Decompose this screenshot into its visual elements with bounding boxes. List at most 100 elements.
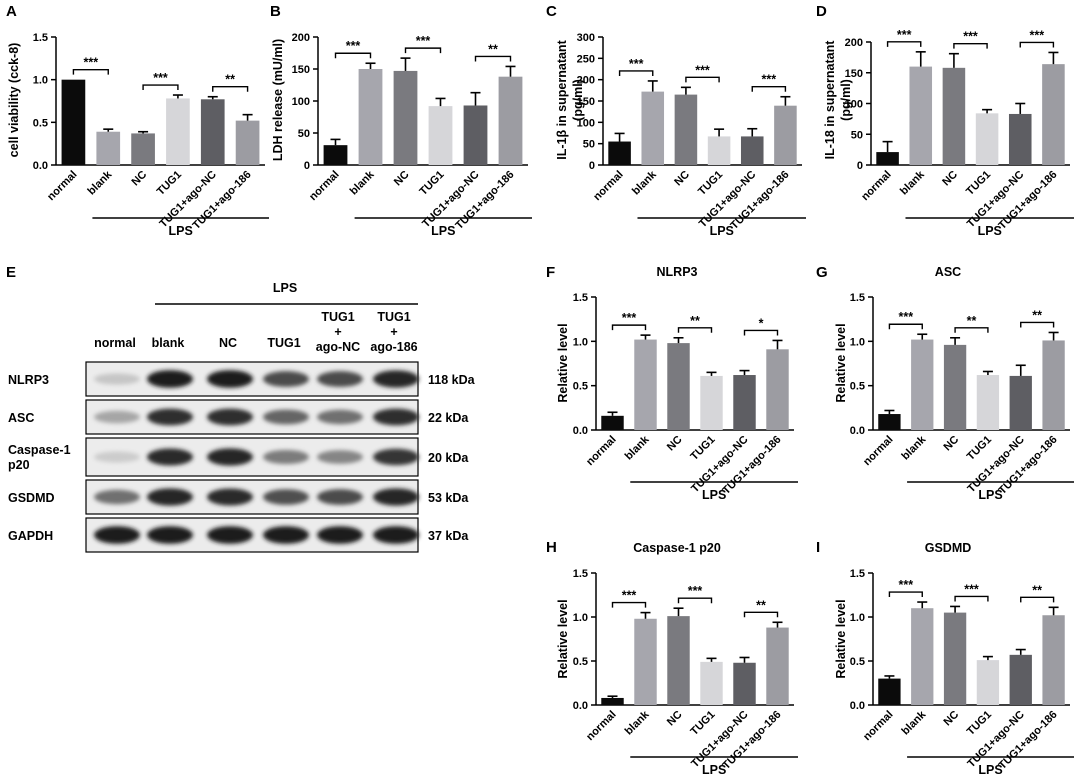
wb-band (94, 410, 140, 424)
y-axis-label-line1: IL-1β in supernatant (555, 39, 569, 159)
significance-label: ** (967, 314, 977, 328)
panel-letter-G: G (816, 264, 828, 281)
bar-normal (601, 697, 624, 705)
y-tick-label: 1.0 (573, 336, 588, 348)
bar-TUG1+ago-NC (1008, 113, 1032, 165)
chart-panel-C: C IL-1β in supernatant (pg/ml) 0 50 100 150 200… (546, 3, 806, 238)
x-tick-label: TUG1+ago-186 (720, 434, 783, 497)
significance-bracket (212, 86, 249, 92)
x-tick-label: NC (129, 169, 149, 189)
y-tick-label: 200 (292, 32, 310, 44)
wb-band (373, 370, 419, 388)
wb-lane-label: normal (94, 336, 136, 350)
bar-TUG1+ago-NC (200, 99, 225, 165)
bar-blank (641, 91, 665, 165)
wb-lane-label: TUG1 (321, 310, 354, 324)
chart-panel-F: F Relative level NLRP3 0.0 0.5 1.0 1.5 normal bl… (546, 264, 798, 502)
bar-TUG1+ago-NC (733, 375, 756, 430)
significance-bracket (751, 86, 787, 92)
significance-bracket (1020, 321, 1055, 328)
x-tick-label: TUG1 (965, 709, 994, 738)
y-tick-label: 0.5 (850, 656, 865, 668)
x-tick-label: NC (665, 434, 685, 454)
wb-band (373, 448, 419, 466)
y-tick-label: 150 (845, 68, 863, 80)
bar-normal (876, 152, 899, 165)
y-axis-label: Relative level (556, 599, 570, 678)
significance-label: ** (488, 42, 498, 56)
significance-label: ** (225, 73, 235, 87)
y-tick-label: 1.5 (33, 32, 48, 44)
bar-blank (911, 608, 934, 705)
significance-bracket (886, 41, 922, 47)
y-tick-label: 0 (304, 160, 310, 172)
significance-label: *** (688, 584, 703, 598)
y-tick-label: 1.0 (850, 612, 865, 624)
significance-label: ** (1032, 583, 1042, 597)
y-axis-label: Relative level (556, 323, 570, 402)
significance-bracket (618, 70, 654, 76)
y-tick-label: 200 (577, 75, 595, 87)
wb-row-ASC: ASC 22 kDa (8, 399, 469, 435)
significance-bracket (1019, 41, 1055, 48)
significance-label: * (759, 316, 764, 330)
wb-row-Caspase-1 p20: Caspase-1p20 20 kDa (8, 437, 469, 477)
x-tick-label: blank (623, 433, 652, 462)
wb-protein-label: ASC (8, 411, 34, 425)
significance-label: *** (899, 310, 914, 324)
wb-band (317, 371, 363, 387)
x-tick-label: TUG1 (964, 169, 993, 198)
bar-TUG1+ago-186 (766, 349, 789, 430)
y-axis-label: Relative level (834, 599, 848, 678)
bar-normal (601, 415, 624, 430)
bar-normal (878, 678, 901, 705)
wb-band (207, 370, 253, 388)
significance-label: *** (622, 589, 637, 603)
wb-band (147, 488, 193, 506)
x-tick-label: TUG1+ago-186 (728, 169, 791, 232)
x-tick-label: TUG1 (696, 169, 725, 198)
significance-bracket (611, 324, 647, 331)
wb-band (94, 526, 140, 544)
bar-TUG1 (976, 375, 1000, 430)
wb-band (263, 526, 309, 544)
x-tick-label: blank (623, 708, 652, 737)
y-tick-label: 1.5 (850, 568, 865, 580)
y-tick-label: 0.5 (850, 381, 865, 393)
significance-bracket (953, 42, 988, 49)
wb-size-label: 37 kDa (428, 529, 469, 543)
panel-letter-F: F (546, 264, 555, 281)
wb-lane-label: NC (219, 336, 237, 350)
bar-TUG1 (700, 375, 723, 430)
x-tick-label: blank (900, 708, 929, 737)
bar-NC (943, 612, 967, 705)
bar-TUG1 (976, 660, 1000, 705)
chart-panel-B: B LDH release (mU/ml) 0 50 100 150 200 normal bl… (270, 3, 532, 238)
y-tick-label: 50 (298, 128, 310, 140)
wb-band (207, 408, 253, 426)
panel-letter-C: C (546, 3, 557, 20)
bar-normal (61, 79, 86, 165)
bar-TUG1 (707, 136, 731, 165)
wb-band (373, 526, 419, 544)
y-tick-label: 0 (857, 160, 863, 172)
western-blot-panel: E LPS normal blank NC TUG1TUG1+ago-NCTUG1+a… (6, 264, 476, 553)
y-tick-label: 50 (851, 129, 863, 141)
chart-title: ASC (935, 265, 961, 279)
y-tick-label: 1.5 (850, 292, 865, 304)
panel-letter-I: I (816, 539, 820, 556)
x-tick-label: NC (392, 169, 412, 189)
wb-band (263, 409, 309, 425)
bar-normal (878, 414, 901, 430)
x-tick-label: NC (672, 169, 692, 189)
significance-label: *** (153, 71, 168, 85)
significance-label: *** (897, 28, 912, 42)
significance-bracket (743, 329, 779, 336)
lps-group-label: LPS (978, 224, 1002, 238)
x-tick-label: NC (941, 709, 961, 729)
wb-band (263, 450, 309, 464)
bar-NC (667, 343, 690, 430)
x-tick-label: TUG1 (688, 709, 717, 738)
